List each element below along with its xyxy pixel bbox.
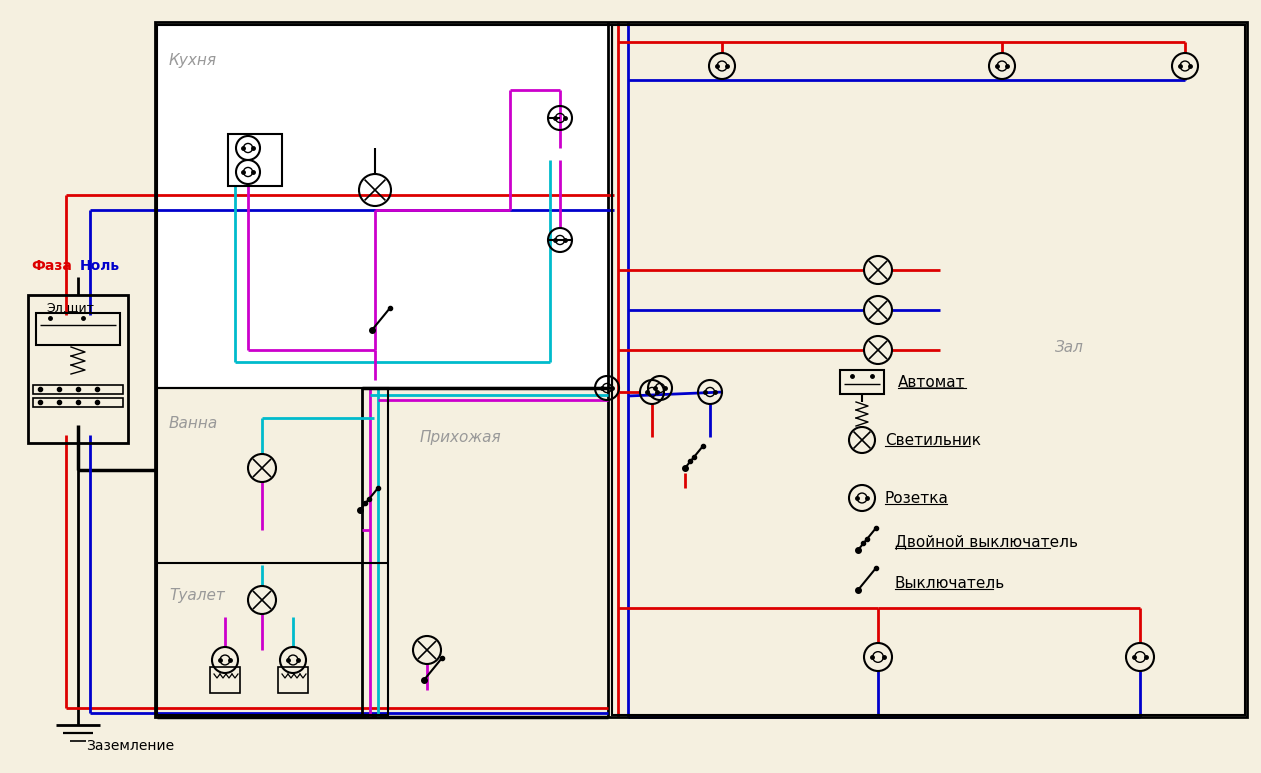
Bar [612, 25, 1245, 715]
Bar [228, 134, 282, 186]
Text: Ванна: Ванна [169, 416, 218, 431]
Bar [158, 25, 612, 388]
Bar [33, 398, 124, 407]
Text: Заземление: Заземление [86, 739, 174, 753]
Text: Светильник: Светильник [885, 433, 981, 448]
Text: Двойной выключатель: Двойной выключатель [895, 534, 1078, 550]
Text: Прихожая: Прихожая [420, 430, 502, 445]
Text: Автомат: Автомат [898, 374, 966, 390]
Bar [158, 25, 612, 388]
Bar [840, 370, 884, 394]
Bar [37, 313, 120, 345]
Text: Ноль: Ноль [79, 259, 120, 273]
Bar [211, 667, 240, 693]
Bar [33, 385, 124, 394]
Text: Фаза: Фаза [32, 259, 72, 273]
Text: Эл.щит: Эл.щит [45, 301, 95, 314]
Bar [155, 22, 1247, 717]
Bar [28, 295, 129, 443]
Bar [158, 388, 388, 715]
Text: Туалет: Туалет [169, 588, 224, 603]
Text: Кухня: Кухня [169, 53, 217, 68]
Text: Выключатель: Выключатель [895, 576, 1005, 591]
Bar [277, 667, 308, 693]
Text: Розетка: Розетка [885, 491, 948, 506]
Text: Зал: Зал [1055, 340, 1084, 355]
